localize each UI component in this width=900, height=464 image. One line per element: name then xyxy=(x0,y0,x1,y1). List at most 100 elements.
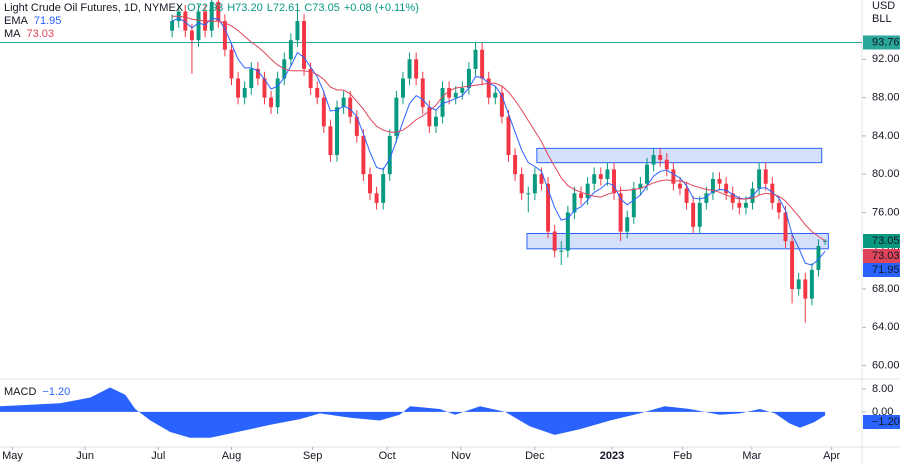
candle-body xyxy=(546,183,551,232)
candle-body xyxy=(579,193,584,199)
candle-body xyxy=(407,59,412,79)
candle-body xyxy=(196,11,201,41)
candle-body xyxy=(473,49,478,69)
candle-body xyxy=(658,155,663,160)
ohlc-label: L72.61 xyxy=(267,2,301,14)
candle-body xyxy=(684,188,689,203)
candle-body xyxy=(677,183,682,189)
legend-value: 71.95 xyxy=(34,15,62,27)
legend-value: 73.03 xyxy=(27,28,55,40)
candle-body xyxy=(506,116,511,156)
x-tick-label: Dec xyxy=(525,450,545,462)
y-tick-label: 64.00 xyxy=(872,321,900,333)
candle-body xyxy=(671,169,676,184)
hline-label: 93.76 xyxy=(872,36,900,48)
candle-body xyxy=(631,188,636,218)
candle-body xyxy=(743,202,748,208)
candle-body xyxy=(612,169,616,194)
candle-body xyxy=(618,193,623,232)
x-tick-label: Oct xyxy=(379,450,396,462)
candle-body xyxy=(645,164,649,184)
x-tick-label: Jul xyxy=(151,450,165,462)
x-tick-label: Aug xyxy=(222,450,242,462)
candle-body xyxy=(783,212,788,242)
y-tick-label: 92.00 xyxy=(872,53,900,65)
candle-body xyxy=(480,49,485,79)
candle-body xyxy=(565,212,570,251)
candle-body xyxy=(308,68,313,89)
candle-body xyxy=(242,88,247,98)
zone xyxy=(526,232,829,250)
macd-value: −1.20 xyxy=(42,386,70,398)
x-tick-label: Apr xyxy=(823,450,840,462)
candle-body xyxy=(453,92,458,98)
last-price-label-bg xyxy=(863,234,900,248)
ema-label: 71.95 xyxy=(872,264,900,276)
candle-body xyxy=(770,183,775,203)
candle-body xyxy=(335,107,339,156)
candle-body xyxy=(717,178,722,184)
candle-body xyxy=(592,174,597,184)
candle-body xyxy=(466,68,471,89)
macd-tick-label: 0.00 xyxy=(872,406,893,418)
candle-body xyxy=(328,126,333,156)
macd-name: MACD xyxy=(4,386,36,398)
ohlc-label: H73.20 xyxy=(227,2,262,14)
candle-body xyxy=(275,78,280,108)
macd-area xyxy=(0,387,826,438)
candle-body xyxy=(302,21,307,69)
candle-body xyxy=(315,88,320,98)
macd-label-bg xyxy=(863,415,900,429)
candle-body xyxy=(803,279,808,299)
candle-body xyxy=(255,68,260,79)
y-tick-label: 76.00 xyxy=(872,206,900,218)
candle-body xyxy=(559,250,564,252)
candle-body xyxy=(493,92,498,98)
candle-body xyxy=(447,88,452,98)
candle-body xyxy=(697,202,702,227)
candle-body xyxy=(189,30,194,41)
candle-body xyxy=(354,116,359,136)
candle-body xyxy=(724,183,729,194)
indicator-line xyxy=(172,15,826,242)
candle-body xyxy=(229,49,234,79)
candle-body xyxy=(519,174,524,194)
candle-body xyxy=(387,135,392,175)
candle-body xyxy=(361,135,366,175)
currency: USD xyxy=(872,0,895,12)
legend-name: EMA xyxy=(4,15,29,27)
candle-body xyxy=(598,174,603,179)
candle-body xyxy=(295,21,300,41)
candle-body xyxy=(209,1,214,31)
candle-body xyxy=(651,155,656,165)
x-tick-label: Feb xyxy=(673,450,692,462)
macd-legend: MACD −1.20 xyxy=(4,386,70,398)
zone xyxy=(536,147,823,164)
candle-body xyxy=(763,169,768,184)
candle-body xyxy=(394,97,399,136)
macd-tick-label: 8.00 xyxy=(872,383,893,395)
candle-body xyxy=(823,240,828,242)
header: Light Crude Oil Futures, 1D, NYMEX O72.93… xyxy=(4,2,419,14)
candle-body xyxy=(414,59,419,79)
x-tick-label: Nov xyxy=(451,450,471,462)
candle-body xyxy=(790,241,795,290)
candle-body xyxy=(572,193,577,213)
candle-body xyxy=(532,174,537,194)
candle-body xyxy=(381,174,386,203)
macd-label: −1.20 xyxy=(872,416,900,428)
candle-body xyxy=(348,97,353,117)
candle-body xyxy=(222,21,227,50)
candle-body xyxy=(704,193,709,203)
x-tick-label: Jun xyxy=(76,450,94,462)
candle-body xyxy=(730,193,735,203)
ohlc-label: C73.05 xyxy=(304,2,339,14)
candle-body xyxy=(216,1,221,22)
ma-label-bg xyxy=(863,249,900,263)
candle-body xyxy=(526,193,531,195)
candle-body xyxy=(374,193,379,203)
candle-body xyxy=(737,202,742,208)
y-tick-label: 80.00 xyxy=(872,168,900,180)
y-tick-label: 68.00 xyxy=(872,283,900,295)
candle-body xyxy=(236,78,241,98)
